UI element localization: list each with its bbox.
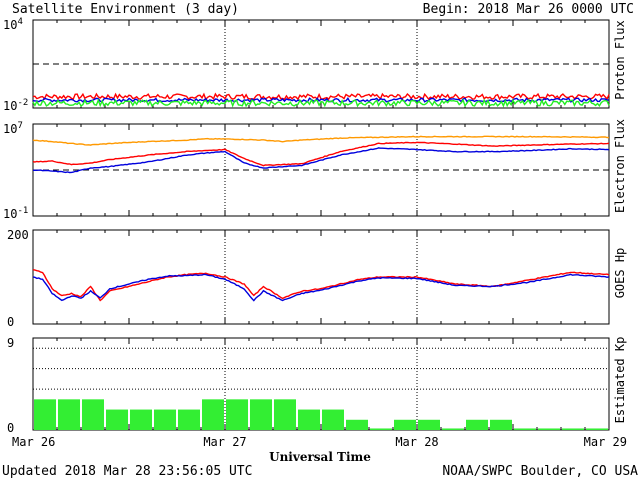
y-axis-label: GOES Hp: [613, 248, 627, 299]
credit: NOAA/SWPC Boulder, CO USA: [442, 464, 638, 479]
kp-bar: [34, 399, 56, 430]
series-red: [32, 269, 610, 302]
kp-bar: [514, 428, 536, 430]
y-tick-label: 10-1: [3, 206, 28, 221]
panel-frame: [32, 229, 610, 325]
series-red: [32, 141, 610, 167]
x-tick-label: Mar 29: [584, 435, 627, 449]
series-red: [32, 92, 610, 101]
kp-bar: [82, 399, 104, 430]
kp-bar: [322, 409, 344, 430]
y-tick-label: 9: [7, 336, 14, 350]
kp-bar: [490, 419, 512, 430]
kp-bar: [538, 428, 560, 430]
kp-bar: [346, 419, 368, 430]
x-axis-title: Universal Time: [269, 450, 371, 464]
kp-bar: [202, 399, 224, 430]
kp-bar: [442, 428, 464, 430]
kp-bar: [250, 399, 272, 430]
y-tick-label: 200: [7, 228, 29, 242]
kp-bar: [58, 399, 80, 430]
kp-bar: [154, 409, 176, 430]
panel-goes_hp: 200 0 GOES Hp: [7, 228, 627, 329]
series-blue: [32, 273, 610, 302]
y-tick-label: 10-2: [3, 98, 28, 113]
y-tick-label: 107: [3, 121, 23, 136]
begin-time: Begin: 2018 Mar 26 0000 UTC: [423, 2, 634, 17]
updated-time: Updated 2018 Mar 28 23:56:05 UTC: [2, 464, 252, 479]
kp-bar: [466, 419, 488, 430]
chart-title: Satellite Environment (3 day): [12, 2, 239, 17]
x-tick-label: Mar 26: [12, 435, 55, 449]
kp-bar: [130, 409, 152, 430]
kp-bar: [370, 428, 392, 430]
x-tick-label: Mar 27: [203, 435, 246, 449]
kp-bar: [106, 409, 128, 430]
panels: 104 10-2 Proton Flux 107 10-1 Electron Flux 20…: [3, 17, 627, 449]
kp-bar: [226, 399, 248, 430]
panel-proton: 104 10-2 Proton Flux: [3, 17, 627, 113]
kp-bar: [274, 399, 296, 430]
series-green: [32, 98, 610, 108]
y-axis-label: Proton Flux: [613, 20, 627, 99]
panel-frame: [32, 123, 610, 217]
kp-bar: [298, 409, 320, 430]
y-tick-label: 0: [7, 421, 14, 435]
y-tick-label: 0: [7, 315, 14, 329]
panel-kp: 9 0 Estimated Kp: [7, 336, 627, 435]
series-orange: [32, 135, 610, 146]
series-blue: [33, 147, 610, 174]
y-axis-label: Electron Flux: [613, 119, 627, 213]
kp-bar: [394, 419, 416, 430]
x-tick-label: Mar 28: [395, 435, 438, 449]
y-tick-label: 104: [3, 17, 23, 32]
panel-electron: 107 10-1 Electron Flux: [3, 119, 627, 221]
kp-bar: [586, 428, 608, 430]
kp-bar: [418, 419, 440, 430]
kp-bar: [562, 428, 584, 430]
kp-bar: [178, 409, 200, 430]
y-axis-label: Estimated Kp: [613, 337, 627, 424]
x-tick-labels: Mar 26 Mar 27 Mar 28 Mar 29: [12, 435, 627, 449]
